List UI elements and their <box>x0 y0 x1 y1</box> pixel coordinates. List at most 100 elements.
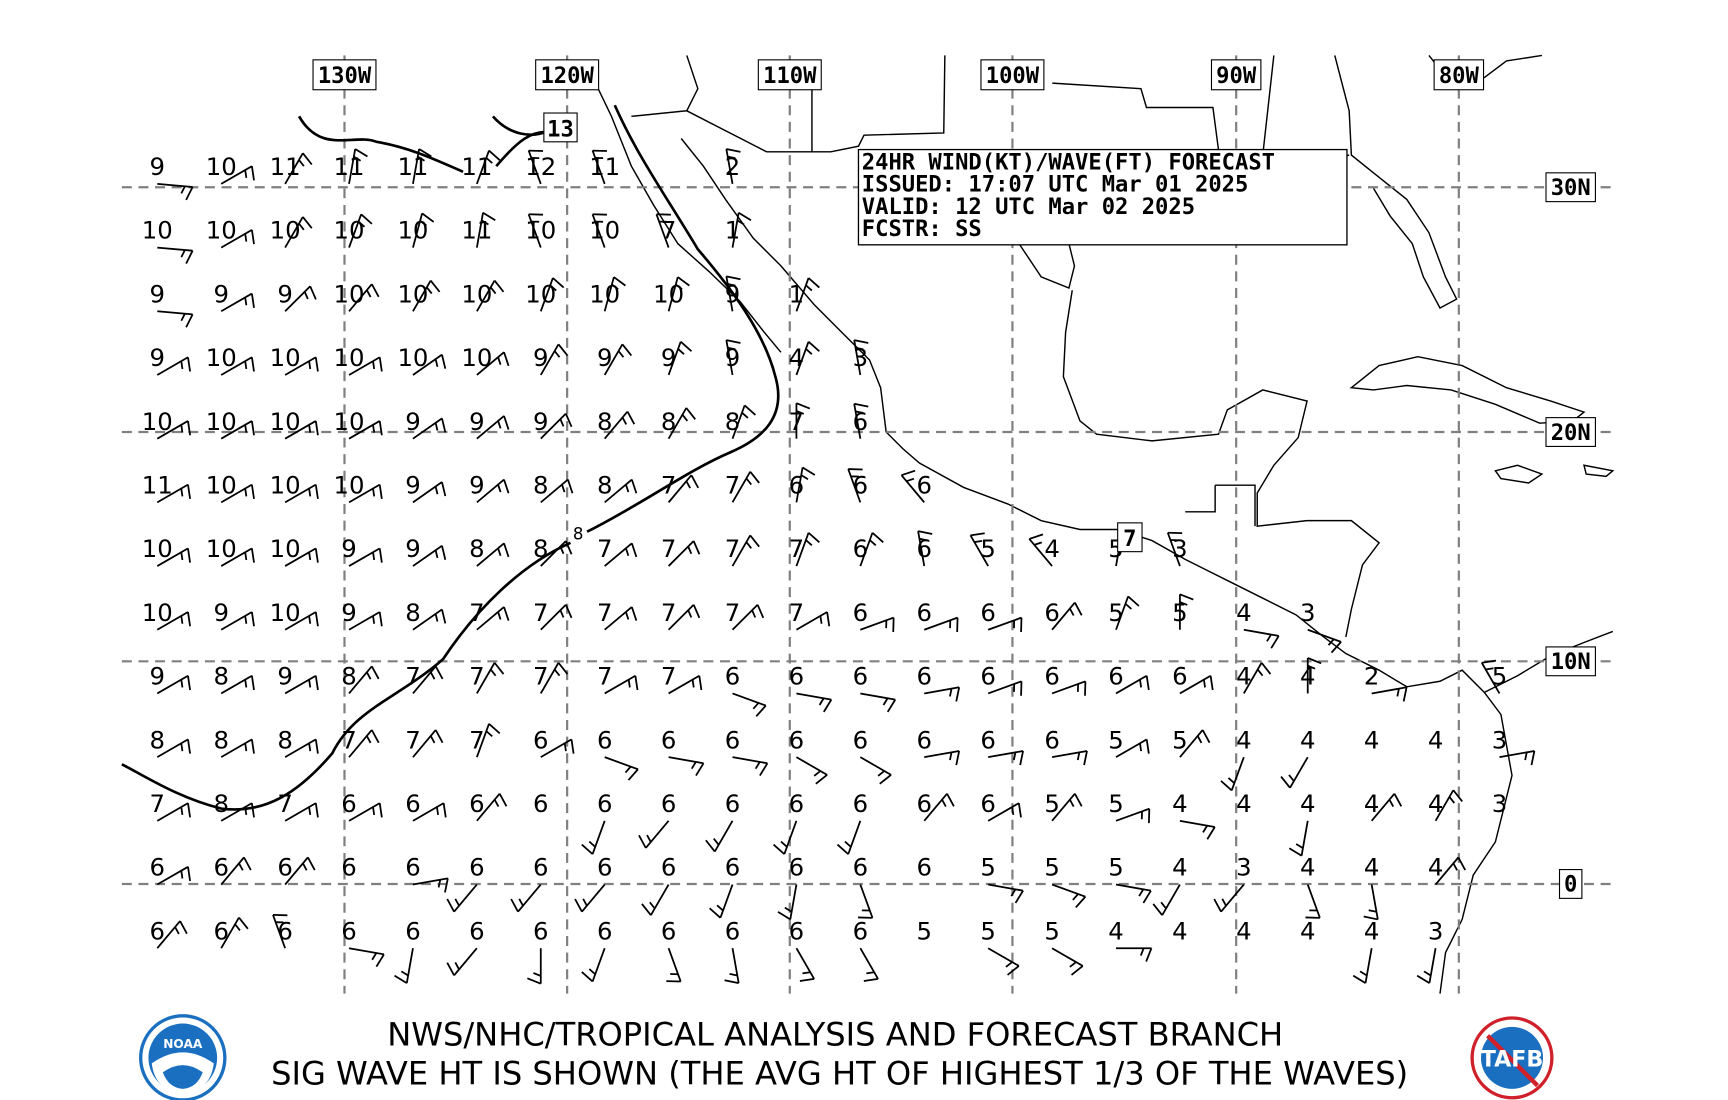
wave-height-value: 11 <box>461 216 492 245</box>
wind-barb <box>348 665 380 695</box>
wave-height-value: 6 <box>1044 662 1060 691</box>
header-title: 24HR WIND(KT)/WAVE(FT) FORECAST <box>862 150 1275 176</box>
wind-barb <box>924 750 961 766</box>
wind-barb <box>220 292 255 313</box>
wave-height-value: 6 <box>533 725 549 754</box>
wind-barb <box>284 356 319 376</box>
wind-barb <box>1371 686 1408 702</box>
wind-barb <box>527 149 544 185</box>
wave-height-value: 5 <box>1108 789 1123 818</box>
wind-barb <box>156 356 191 376</box>
lon-label: 130W <box>318 63 372 89</box>
wind-barb <box>667 341 693 376</box>
wind-barb <box>969 532 989 567</box>
wind-barb <box>412 802 447 822</box>
lat-label-box <box>1558 869 1583 899</box>
wave-height-value: 4 <box>1300 853 1316 882</box>
wave-height-value: 3 <box>1300 598 1316 627</box>
wind-barb <box>284 611 319 631</box>
wind-barb <box>604 478 638 504</box>
wind-barb <box>705 820 734 853</box>
wave-height-value: 6 <box>597 789 613 818</box>
wave-height-value: 8 <box>533 534 549 563</box>
wave-height-value: 8 <box>341 662 356 691</box>
wind-barb <box>412 417 447 440</box>
wave-height-value: 6 <box>1108 662 1123 691</box>
wind-barb <box>603 343 633 376</box>
wave-height-value: 6 <box>405 789 420 818</box>
lon-label: 110W <box>763 63 817 89</box>
wave-height-value: 6 <box>980 662 995 691</box>
wave-height-value: 5 <box>980 853 995 882</box>
wind-barb <box>412 280 441 312</box>
wave-height-value: 7 <box>405 662 420 691</box>
wave-height-value: 8 <box>213 662 229 691</box>
wave-height-value: 6 <box>661 789 677 818</box>
wind-barb <box>988 883 1024 904</box>
wave-height-value: 10 <box>653 279 684 308</box>
wind-barb <box>348 729 380 758</box>
wave-height-value: 6 <box>725 725 741 754</box>
wind-barb <box>394 948 414 984</box>
wind-barb <box>540 478 574 504</box>
wind-barb <box>709 884 734 919</box>
wind-barb <box>923 616 959 633</box>
wave-height-value: 6 <box>277 853 293 882</box>
wind-barb <box>795 341 820 376</box>
wave-height-value: 1 <box>789 279 805 308</box>
wind-barb <box>539 277 565 312</box>
wave-height-value: 10 <box>206 471 237 500</box>
wind-barb <box>860 616 895 633</box>
wind-barb <box>591 213 607 248</box>
wave-height-value: 4 <box>1108 916 1123 945</box>
wave-height-value: 8 <box>533 471 549 500</box>
lat-label: 30N <box>1551 175 1591 201</box>
wave-height-value: 6 <box>725 662 741 691</box>
wave-height-value: 3 <box>1428 916 1444 945</box>
wind-barb <box>859 756 892 785</box>
wave-height-value: 5 <box>1492 662 1507 691</box>
wind-barb <box>412 212 435 248</box>
wave-height-value: 10 <box>270 598 301 627</box>
wind-barb <box>836 820 862 855</box>
wave-height-value: 7 <box>661 534 677 563</box>
wind-barb <box>795 532 820 567</box>
header-forecaster: FCSTR: SS <box>862 216 982 242</box>
wind-barb <box>156 611 191 631</box>
wave-height-value: 7 <box>533 662 549 691</box>
wind-barb <box>1028 533 1053 567</box>
forecast-header-box: 24HR WIND(KT)/WAVE(FT) FORECAST ISSUED: … <box>857 148 1348 246</box>
wave-height-value: 9 <box>661 343 677 372</box>
wind-barb <box>1179 729 1211 758</box>
wind-barb <box>412 608 447 631</box>
wave-height-value: 7 <box>789 598 805 627</box>
wind-barb <box>604 756 639 781</box>
wave-height-value: 9 <box>405 407 420 436</box>
wave-height-value: 6 <box>789 789 805 818</box>
wave-height-value: 6 <box>917 853 933 882</box>
wind-barb <box>220 856 252 886</box>
wave-height-value: 2 <box>725 152 741 181</box>
wind-barb <box>641 884 670 916</box>
wave-height-value: 5 <box>917 916 933 945</box>
wind-barb <box>348 356 383 376</box>
wave-height-value: 2 <box>1364 662 1380 691</box>
wave-height-value: 9 <box>405 534 420 563</box>
wind-barb <box>157 310 194 328</box>
wind-barb <box>604 674 639 695</box>
wind-barb <box>220 674 255 695</box>
lon-label-box <box>980 59 1045 91</box>
wave-height-value: 6 <box>405 853 420 882</box>
wind-barb <box>858 884 874 919</box>
wind-barb <box>220 356 255 376</box>
noaa-logo: NOAA <box>139 1014 227 1100</box>
wave-height-value: 7 <box>789 407 805 436</box>
wave-height-values: 9 10 11 11 11 11 12 11 210 10 10 10 10 11 10 10 7 19 9 9 10 1… <box>142 152 1507 945</box>
wave-height-value: 10 <box>270 216 301 245</box>
wind-barb <box>475 211 496 248</box>
wind-barb <box>156 483 191 504</box>
wave-height-value: 6 <box>533 916 549 945</box>
max-wave-13: 13 <box>547 116 574 142</box>
wind-barb <box>1499 750 1536 766</box>
